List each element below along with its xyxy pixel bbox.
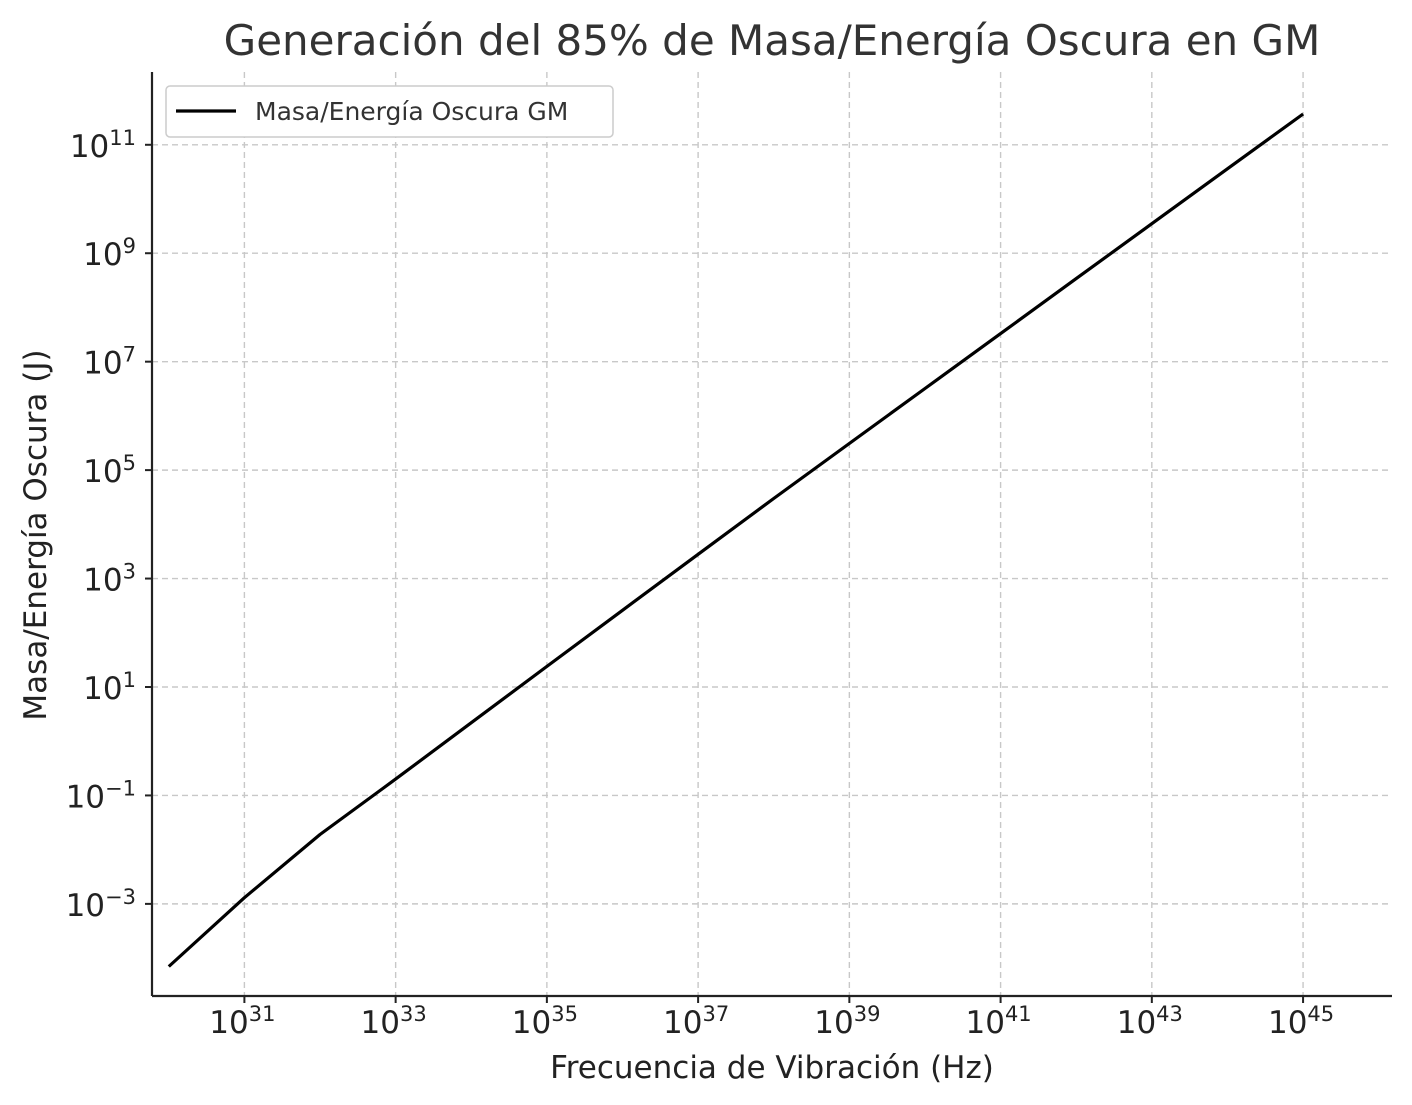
tick-labels: 1031 1033 1035 1037 1039 1041 1043 1045 10−3 10−1… [66, 126, 1335, 1041]
series-layer [167, 112, 1305, 968]
x-tick-label: 1045 [1268, 1002, 1334, 1041]
x-tick-label: 1037 [663, 1002, 729, 1041]
y-tick-label: 109 [83, 234, 136, 273]
legend: Masa/Energía Oscura GM [165, 85, 614, 138]
y-axis-label: Masa/Energía Oscura (J) [18, 349, 54, 720]
axes [145, 72, 1392, 1003]
x-tick-label: 1043 [1117, 1002, 1183, 1041]
legend-label: Masa/Energía Oscura GM [255, 97, 568, 126]
x-axis-label: Frecuencia de Vibración (Hz) [550, 1050, 994, 1086]
y-tick-label: 103 [83, 560, 136, 599]
y-tick-label: 10−3 [66, 885, 136, 924]
grid-lines [152, 72, 1392, 996]
y-tick-label: 107 [83, 343, 136, 382]
x-tick-label: 1033 [361, 1002, 427, 1041]
chart-title: Generación del 85% de Masa/Energía Oscur… [224, 16, 1321, 65]
legend-frame [165, 85, 614, 138]
x-tick-label: 1039 [814, 1002, 880, 1041]
y-tick-label: 105 [83, 451, 136, 490]
y-tick-label: 1011 [70, 126, 136, 165]
y-tick-label: 101 [83, 668, 136, 707]
x-tick-label: 1031 [209, 1002, 275, 1041]
x-tick-label: 1035 [512, 1002, 578, 1041]
x-tick-label: 1041 [965, 1002, 1031, 1041]
y-tick-label: 10−1 [66, 776, 136, 815]
series-line [167, 112, 1305, 968]
